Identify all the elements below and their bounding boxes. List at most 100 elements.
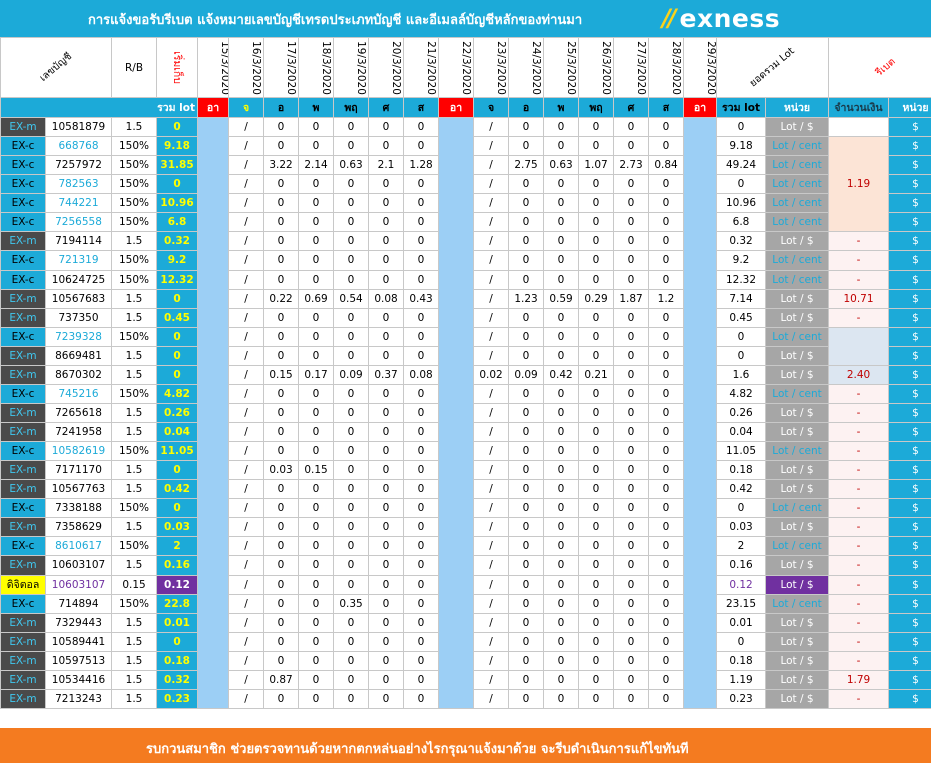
type-cell: EX-c: [0, 326, 46, 347]
day-value-cell: 0: [648, 536, 685, 557]
unit-cell: Lot / $: [765, 555, 830, 576]
table-row: EX-m 737350 1.5 0.45/0 0 0 0 0/0 0 0 0 0 0.45 Lot / $…: [0, 307, 931, 328]
unit-cell: Lot / $: [765, 669, 830, 690]
day-value-cell: 0: [613, 402, 650, 424]
total-cell: 0: [716, 116, 767, 138]
day-value-cell: 0: [543, 402, 580, 424]
day-value-cell: 0: [368, 574, 405, 595]
day-value-cell: 0: [613, 136, 650, 157]
day-value-cell: 0: [508, 307, 545, 328]
day-value-cell: 0: [263, 631, 300, 652]
day-value-cell: 0: [508, 441, 545, 462]
day-value-cell: 0: [543, 517, 580, 538]
amount-cell: -: [828, 574, 890, 595]
day-value-cell: 0: [613, 650, 650, 671]
unit-cell: Lot / cent: [765, 136, 830, 157]
day-value-cell: 0: [333, 269, 370, 290]
date-header: 16/3/2020: [228, 37, 265, 98]
slash-cell: /: [473, 574, 510, 595]
account-cell: 7358629: [44, 517, 113, 538]
day-value-cell: 0: [263, 116, 300, 138]
slash-cell: /: [228, 650, 265, 671]
dollar-cell: $: [888, 498, 931, 519]
total-cell: 0.16: [716, 555, 767, 576]
amount-cell: -: [828, 460, 890, 481]
total-cell: 0.23: [716, 688, 767, 709]
day-label: พ: [298, 97, 335, 118]
slash-cell: /: [228, 402, 265, 424]
day-value-cell: 0: [333, 136, 370, 157]
slash-cell: /: [473, 460, 510, 481]
rb-cell: 1.5: [111, 650, 158, 671]
day-value-cell: 0: [578, 345, 615, 366]
lot-cell: 11.05: [156, 441, 199, 462]
lot-cell: 0: [156, 326, 199, 347]
day-value-cell: 0: [263, 326, 300, 347]
day-label: ศ: [613, 97, 650, 118]
day-value-cell: 0: [298, 612, 335, 633]
dollar-cell: $: [888, 421, 931, 443]
day-value-cell: 0: [648, 307, 685, 328]
day-value-cell: 0.69: [298, 288, 335, 309]
unit2-label: หน่วย: [888, 97, 931, 118]
amount-cell: -: [828, 231, 890, 252]
total-cell: 0.03: [716, 517, 767, 538]
total-cell: 0.42: [716, 479, 767, 500]
unit-cell: Lot / $: [765, 612, 830, 633]
day-value-cell: 0: [543, 536, 580, 557]
amount-cell: 1.19: [828, 136, 890, 233]
day-value-cell: 0: [648, 174, 685, 195]
rb-cell: 1.5: [111, 555, 158, 576]
dollar-cell: $: [888, 555, 931, 576]
slash-cell: /: [228, 326, 265, 347]
day-value-cell: 0: [368, 460, 405, 481]
lot-cell: 12.32: [156, 269, 199, 290]
dollar-cell: $: [888, 536, 931, 557]
day-value-cell: 0: [543, 116, 580, 138]
day-value-cell: 0: [403, 460, 440, 481]
dollar-cell: $: [888, 517, 931, 538]
day-value-cell: 0: [368, 402, 405, 424]
slash-cell: /: [473, 441, 510, 462]
day-value-cell: 0: [578, 517, 615, 538]
table-row: EX-m 10534416 1.5 0.32/0.87 0 0 0 0/0 0 0 0 0 1.19 Lo…: [0, 669, 931, 690]
unit-cell: Lot / cent: [765, 193, 830, 214]
day-value-cell: 0.43: [403, 288, 440, 309]
day-value-cell: 0: [298, 479, 335, 500]
day-value-cell: 0: [368, 517, 405, 538]
unit-cell: Lot / $: [765, 460, 830, 481]
day-value-cell: 0: [543, 650, 580, 671]
day-label: จ: [473, 97, 510, 118]
date-header: 29/3/2020: [683, 37, 718, 98]
day-value-cell: 0: [263, 555, 300, 576]
day-label: ส: [403, 97, 440, 118]
lot-cell: 0.32: [156, 231, 199, 252]
lot-cell: 0.23: [156, 688, 199, 709]
slash-cell: /: [228, 498, 265, 519]
day-value-cell: 0: [403, 555, 440, 576]
type-cell: EX-m: [0, 460, 46, 481]
day-value-cell: 0: [298, 402, 335, 424]
total-cell: 0.26: [716, 402, 767, 424]
day-value-cell: 0: [508, 555, 545, 576]
slash-cell: /: [473, 288, 510, 309]
day-value-cell: 0: [543, 669, 580, 690]
day-value-cell: 0: [578, 555, 615, 576]
lot-cell: 0: [156, 631, 199, 652]
day-value-cell: 0: [648, 402, 685, 424]
slash-cell: /: [473, 612, 510, 633]
day-value-cell: 0: [333, 116, 370, 138]
dollar-cell: $: [888, 574, 931, 595]
rb-cell: 150%: [111, 250, 158, 271]
day-value-cell: 0: [648, 269, 685, 290]
day-value-cell: 0: [333, 669, 370, 690]
lot-cell: 0: [156, 288, 199, 309]
day-value-cell: 0: [333, 631, 370, 652]
slash-cell: /: [228, 250, 265, 271]
rb-cell: 150%: [111, 136, 158, 157]
dollar-cell: $: [888, 479, 931, 500]
rb-cell: 1.5: [111, 669, 158, 690]
page-title: การแจ้งขอรับรีเบต แจ้งหมายเลขบัญชีเทรดปร…: [88, 13, 583, 28]
total-cell: 0.01: [716, 612, 767, 633]
day-value-cell: 0: [298, 174, 335, 195]
